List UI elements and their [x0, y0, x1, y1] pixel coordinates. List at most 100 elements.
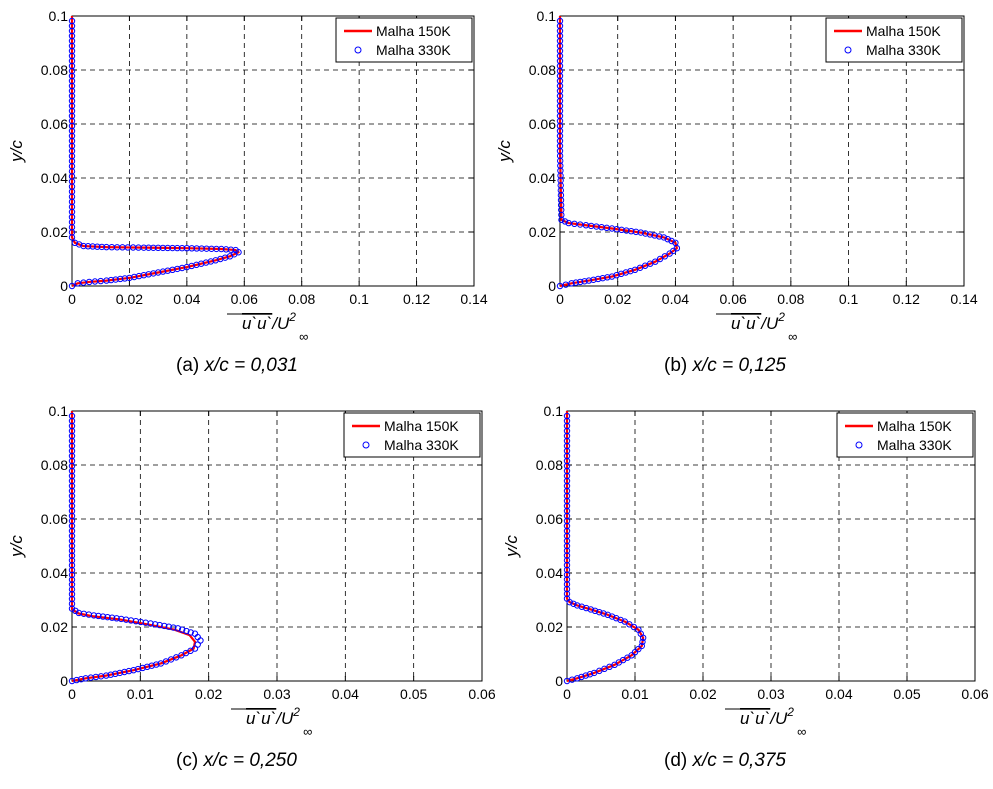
- series-marker-d: [626, 621, 633, 628]
- x-tick-label: 0.04: [173, 291, 200, 307]
- series-marker-c: [68, 571, 76, 579]
- y-tick-label: 0.06: [529, 116, 556, 132]
- series-marker-a: [71, 239, 79, 247]
- series-marker-d: [563, 571, 571, 578]
- series-marker-a: [227, 246, 235, 253]
- caption-a-value: x/c = 0,031: [204, 355, 298, 376]
- series-marker-c: [134, 665, 142, 673]
- series-marker-a: [145, 244, 152, 251]
- series-marker-d: [563, 581, 571, 588]
- legend-label-150k: Malha 150K: [376, 23, 451, 39]
- series-marker-c: [112, 670, 119, 677]
- series-marker-d: [608, 613, 616, 620]
- series-marker-c: [68, 581, 76, 588]
- y-tick-label: 0.1: [49, 403, 69, 419]
- x-axis-label-sub: ∞: [299, 329, 308, 344]
- series-marker-a: [103, 243, 110, 251]
- x-axis-label: u`u`/U2: [246, 705, 300, 728]
- series-marker-c: [118, 615, 125, 623]
- y-tick-label: 0.02: [536, 619, 563, 635]
- caption-b: (b) x/c = 0,125: [664, 355, 786, 377]
- legend-box: [343, 412, 481, 458]
- series-marker-a: [68, 282, 76, 290]
- x-axis-label-sub: ∞: [797, 724, 806, 739]
- legend-a: Malha 150K Malha 330K: [335, 17, 473, 63]
- series-marker-b: [672, 239, 679, 247]
- series-marker-c: [68, 590, 76, 598]
- legend-label-330k: Malha 330K: [376, 42, 451, 58]
- series-marker-d: [639, 638, 646, 646]
- legend-d: Malha 150K Malha 330K: [836, 412, 974, 458]
- series-marker-a: [117, 275, 124, 283]
- series-marker-b: [656, 255, 664, 263]
- series-marker-c: [68, 576, 76, 583]
- y-tick-label: 0.06: [41, 511, 68, 527]
- series-marker-c: [187, 629, 194, 636]
- x-tick-label: 0.05: [893, 686, 920, 702]
- series-marker-a: [89, 243, 96, 250]
- series-marker-b: [565, 219, 572, 227]
- caption-b-value: x/c = 0,125: [692, 355, 786, 376]
- series-marker-d: [587, 606, 594, 613]
- series-marker-a: [75, 241, 83, 248]
- series-marker-c: [113, 615, 120, 622]
- series-marker-d: [638, 642, 645, 650]
- x-tick-label: 0.05: [400, 686, 427, 702]
- x-tick-label: 0.12: [403, 291, 430, 307]
- series-marker-d: [635, 645, 642, 653]
- series-marker-c: [156, 621, 163, 629]
- series-marker-a: [174, 244, 181, 252]
- series-marker-c: [68, 566, 76, 574]
- series-marker-a: [159, 244, 167, 252]
- series-marker-d: [613, 615, 620, 622]
- series-marker-c: [99, 613, 107, 620]
- series-marker-c: [68, 586, 76, 593]
- x-tick-label: 0.06: [231, 291, 258, 307]
- x-tick-label: 0.01: [127, 686, 154, 702]
- x-axis-label-rest: /U: [271, 314, 290, 333]
- x-tick-label: 0.02: [604, 291, 631, 307]
- y-tick-label: 0: [555, 673, 563, 689]
- y-tick-label: 0: [548, 278, 556, 294]
- legend-label-330k: Malha 330K: [384, 437, 459, 453]
- series-marker-a: [183, 245, 191, 252]
- series-marker-d: [563, 552, 571, 559]
- series-marker-b: [599, 274, 606, 282]
- y-tick-label: 0.1: [537, 8, 557, 24]
- x-axis-label-sub: ∞: [788, 329, 797, 344]
- x-tick-label: 0.01: [621, 686, 648, 702]
- series-marker-d: [621, 618, 628, 625]
- legend-label-150k: Malha 150K: [877, 418, 952, 434]
- series-marker-a: [107, 276, 115, 284]
- x-tick-label: 0.14: [950, 291, 977, 307]
- series-marker-c: [130, 667, 137, 674]
- series-marker-c: [104, 613, 111, 621]
- caption-d-label: (d): [664, 750, 688, 771]
- series-marker-b: [637, 229, 644, 236]
- y-tick-label: 0.04: [536, 565, 563, 581]
- x-tick-label: 0.02: [689, 686, 716, 702]
- y-tick-label: 0.08: [41, 62, 68, 78]
- y-tick-label: 0.06: [41, 116, 68, 132]
- x-tick-label: 0: [68, 291, 76, 307]
- series-marker-d: [563, 576, 571, 583]
- y-axis-label: y/c: [495, 140, 514, 163]
- y-tick-label: 0.1: [49, 8, 69, 24]
- x-axis-label-main: u`u`: [731, 314, 761, 333]
- series-marker-d: [604, 611, 611, 619]
- series-marker-c: [116, 669, 124, 677]
- series-marker-b: [604, 274, 611, 281]
- series-marker-b: [660, 234, 668, 241]
- series-marker-b: [661, 253, 669, 260]
- caption-a-label: (a): [176, 355, 200, 376]
- series-marker-c: [151, 621, 159, 628]
- series-marker-c: [73, 676, 80, 684]
- y-axis-label: y/c: [7, 140, 26, 163]
- x-axis-label-rest: /U: [760, 314, 779, 333]
- x-axis-label: u`u`/U2: [731, 310, 785, 333]
- legend-box: [335, 17, 473, 63]
- series-marker-b: [651, 232, 658, 239]
- legend-label-330k: Malha 330K: [877, 437, 952, 453]
- series-marker-a: [169, 244, 176, 252]
- x-axis-label-main: u`u`: [740, 709, 770, 728]
